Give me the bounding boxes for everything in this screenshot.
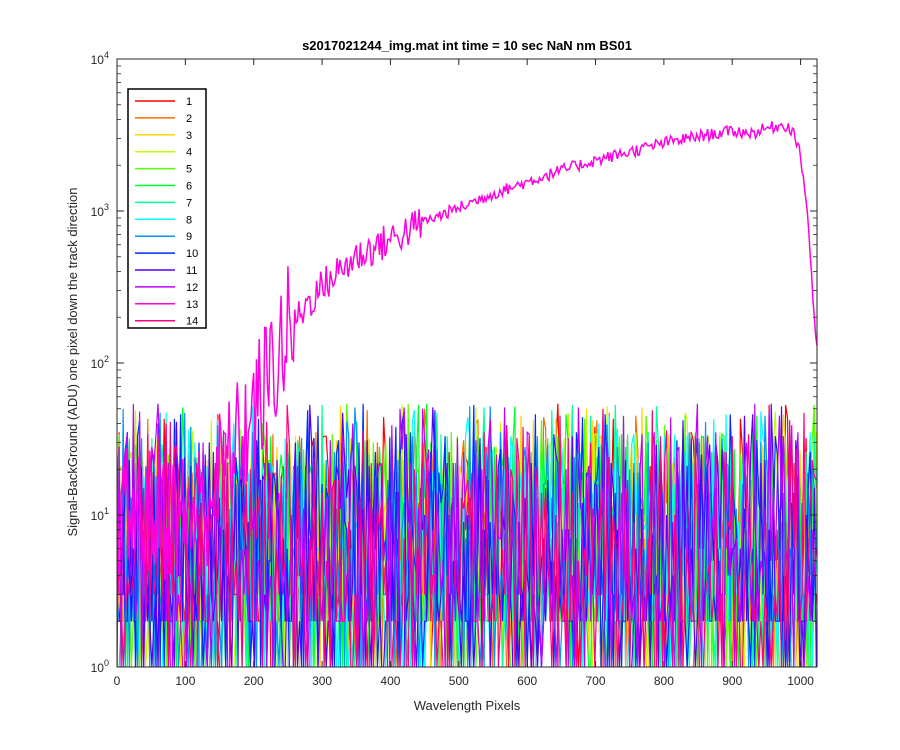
legend-label-6: 6 xyxy=(186,181,192,193)
legend-label-10: 10 xyxy=(186,248,198,260)
x-tick-label: 300 xyxy=(312,674,332,688)
series-line-14 xyxy=(117,404,817,667)
legend-label-8: 8 xyxy=(186,214,192,226)
x-tick-label: 800 xyxy=(654,674,674,688)
legend-label-4: 4 xyxy=(186,147,192,159)
x-tick-label: 100 xyxy=(175,674,195,688)
x-axis-label: Wavelength Pixels xyxy=(414,698,521,713)
legend-label-7: 7 xyxy=(186,197,192,209)
chart-title: s2017021244_img.mat int time = 10 sec Na… xyxy=(302,38,632,53)
x-tick-label: 500 xyxy=(449,674,469,688)
x-tick-label: 400 xyxy=(380,674,400,688)
y-tick-label: 100 xyxy=(91,658,109,675)
y-tick-label: 103 xyxy=(91,202,109,219)
series-layer xyxy=(117,121,817,667)
x-tick-label: 200 xyxy=(244,674,264,688)
x-tick-label: 1000 xyxy=(787,674,814,688)
x-tick-label: 900 xyxy=(722,674,742,688)
y-axis-label: Signal-BackGround (ADU) one pixel down t… xyxy=(65,187,80,536)
x-tick-label: 700 xyxy=(586,674,606,688)
x-tick-label: 600 xyxy=(517,674,537,688)
series-line-13 xyxy=(117,121,817,580)
legend-label-14: 14 xyxy=(186,316,198,328)
legend-label-1: 1 xyxy=(186,96,192,108)
legend-label-12: 12 xyxy=(186,282,198,294)
y-tick-label: 104 xyxy=(91,50,109,67)
legend-box xyxy=(127,88,207,329)
y-tick-label: 102 xyxy=(91,354,109,371)
legend-label-2: 2 xyxy=(186,113,192,125)
x-tick-label: 0 xyxy=(114,674,121,688)
y-tick-label: 101 xyxy=(91,506,109,523)
legend-label-3: 3 xyxy=(186,130,192,142)
legend-label-11: 11 xyxy=(186,265,197,277)
legend-label-13: 13 xyxy=(186,299,198,311)
legend-label-5: 5 xyxy=(186,164,192,176)
x-axis: 0 100 200 300 400 500 600 700 800 900 1000 xyxy=(114,59,814,688)
legend-label-9: 9 xyxy=(186,231,192,243)
